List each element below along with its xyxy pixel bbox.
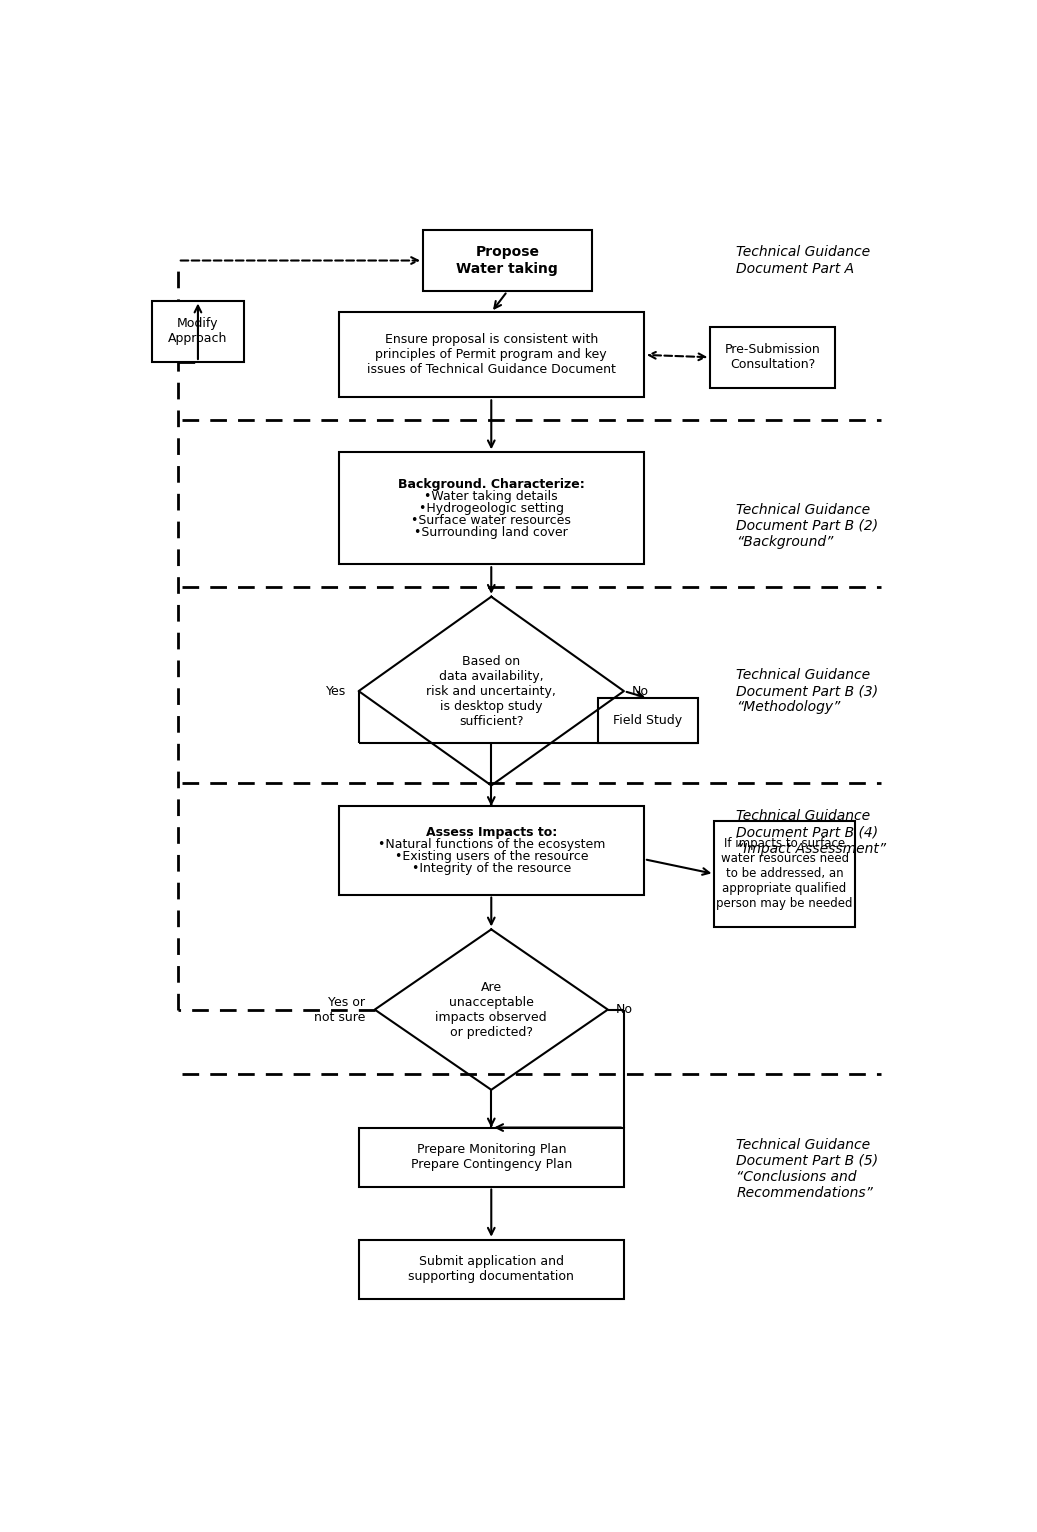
Text: •Water taking details: •Water taking details bbox=[424, 490, 558, 502]
Text: •Hydrogeologic setting: •Hydrogeologic setting bbox=[419, 502, 564, 515]
Text: Technical Guidance
Document Part B (3)
“Methodology”: Technical Guidance Document Part B (3) “… bbox=[736, 668, 878, 714]
Text: Yes or
not sure: Yes or not sure bbox=[314, 996, 365, 1023]
Text: Yes: Yes bbox=[327, 685, 346, 697]
Text: Ensure proposal is consistent with
principles of Permit program and key
issues o: Ensure proposal is consistent with princ… bbox=[367, 334, 616, 377]
Text: Based on
data availability,
risk and uncertainty,
is desktop study
sufficient?: Based on data availability, risk and unc… bbox=[426, 654, 556, 728]
FancyBboxPatch shape bbox=[710, 326, 835, 388]
Text: •Natural functions of the ecosystem: •Natural functions of the ecosystem bbox=[377, 838, 605, 850]
FancyBboxPatch shape bbox=[359, 1128, 624, 1186]
Text: Field Study: Field Study bbox=[614, 714, 682, 728]
Text: •Existing users of the resource: •Existing users of the resource bbox=[394, 850, 588, 863]
Text: •Integrity of the resource: •Integrity of the resource bbox=[412, 863, 571, 875]
Text: Background. Characterize:: Background. Characterize: bbox=[398, 478, 585, 490]
FancyBboxPatch shape bbox=[423, 230, 592, 291]
Text: Pre-Submission
Consultation?: Pre-Submission Consultation? bbox=[725, 343, 820, 371]
Text: Prepare Monitoring Plan
Prepare Contingency Plan: Prepare Monitoring Plan Prepare Continge… bbox=[411, 1143, 571, 1170]
Text: No: No bbox=[616, 1003, 633, 1016]
FancyBboxPatch shape bbox=[359, 1239, 624, 1299]
Text: •Surrounding land cover: •Surrounding land cover bbox=[415, 525, 568, 539]
FancyBboxPatch shape bbox=[714, 821, 854, 927]
Text: Submit application and
supporting documentation: Submit application and supporting docume… bbox=[409, 1255, 574, 1284]
FancyBboxPatch shape bbox=[597, 699, 698, 743]
FancyBboxPatch shape bbox=[338, 313, 644, 397]
Text: Are
unacceptable
impacts observed
or predicted?: Are unacceptable impacts observed or pre… bbox=[436, 980, 548, 1039]
Text: Modify
Approach: Modify Approach bbox=[168, 317, 228, 345]
Text: Assess Impacts to:: Assess Impacts to: bbox=[425, 826, 557, 840]
Text: •Surface water resources: •Surface water resources bbox=[412, 513, 571, 527]
Text: Technical Guidance
Document Part A: Technical Guidance Document Part A bbox=[736, 245, 870, 276]
Text: Propose
Water taking: Propose Water taking bbox=[456, 245, 558, 276]
Text: Technical Guidance
Document Part B (2)
“Background”: Technical Guidance Document Part B (2) “… bbox=[736, 502, 878, 548]
Text: Technical Guidance
Document Part B (4)
“Impact Assessment”: Technical Guidance Document Part B (4) “… bbox=[736, 809, 887, 856]
Text: If impacts to surface
water resources need
to be addressed, an
appropriate quali: If impacts to surface water resources ne… bbox=[717, 838, 852, 910]
FancyBboxPatch shape bbox=[338, 452, 644, 564]
FancyBboxPatch shape bbox=[151, 300, 244, 362]
FancyBboxPatch shape bbox=[338, 806, 644, 895]
Text: No: No bbox=[632, 685, 649, 697]
Text: Technical Guidance
Document Part B (5)
“Conclusions and
Recommendations”: Technical Guidance Document Part B (5) “… bbox=[736, 1138, 878, 1200]
